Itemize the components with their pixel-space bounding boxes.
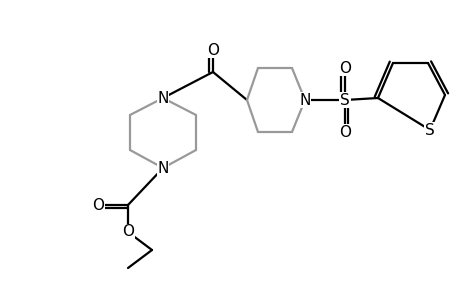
Text: N: N — [157, 91, 168, 106]
Text: O: O — [92, 197, 104, 212]
Text: S: S — [424, 122, 434, 137]
Text: N: N — [299, 92, 310, 107]
Text: O: O — [207, 43, 218, 58]
Text: O: O — [338, 124, 350, 140]
Text: O: O — [122, 224, 134, 239]
Text: O: O — [338, 61, 350, 76]
Text: N: N — [157, 160, 168, 175]
Text: S: S — [339, 92, 349, 107]
